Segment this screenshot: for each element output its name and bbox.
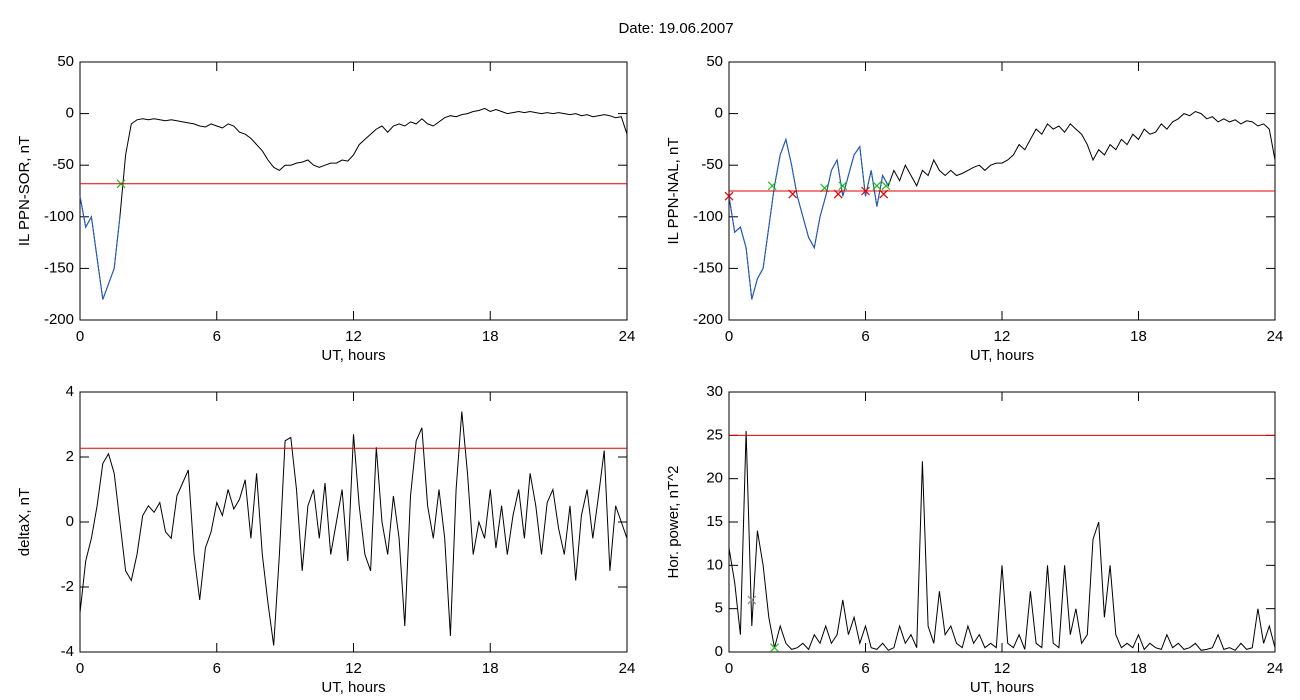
data-line (79, 411, 628, 646)
x-tick-label: 24 (1267, 660, 1284, 677)
x-tick-label: 12 (345, 328, 362, 345)
y-tick-label: -150 (693, 259, 723, 276)
y-tick-label: -100 (693, 208, 723, 225)
x-tick-label: 6 (861, 328, 869, 345)
marker (747, 595, 757, 605)
y-axis-label: Hor. power, nT^2 (665, 466, 682, 579)
x-tick-label: 18 (1130, 660, 1147, 677)
y-tick-label: -4 (61, 643, 74, 660)
x-tick-label: 24 (1267, 328, 1284, 345)
x-tick-label: 0 (725, 660, 733, 677)
marker (724, 191, 734, 201)
y-tick-label: -150 (44, 259, 74, 276)
y-axis-label: deltaX, nT (16, 488, 33, 556)
x-tick-label: 24 (619, 660, 636, 677)
marker (881, 181, 891, 191)
plot-frame (79, 61, 628, 321)
x-tick-label: 18 (482, 328, 499, 345)
plot-frame (728, 391, 1276, 653)
data-line (79, 196, 121, 300)
y-tick-label: 50 (57, 53, 74, 70)
marker (770, 643, 779, 653)
y-tick-label: 20 (706, 470, 723, 487)
y-tick-label: -100 (44, 208, 74, 225)
x-axis-label: UT, hours (970, 679, 1034, 696)
y-tick-label: -200 (693, 311, 723, 328)
y-tick-label: 10 (706, 556, 723, 573)
data-line (728, 110, 1276, 300)
x-tick-label: 6 (213, 328, 221, 345)
y-axis-label: IL PPN-NAL, nT (665, 138, 682, 245)
y-tick-label: -2 (61, 578, 74, 595)
x-tick-label: 18 (482, 660, 499, 677)
x-tick-label: 18 (1130, 328, 1147, 345)
x-tick-label: 12 (994, 660, 1011, 677)
y-tick-label: 0 (66, 105, 74, 122)
y-tick-label: 0 (715, 105, 723, 122)
y-tick-label: 5 (715, 600, 723, 617)
x-tick-label: 6 (861, 660, 869, 677)
x-tick-label: 0 (76, 328, 84, 345)
x-tick-label: 12 (994, 328, 1011, 345)
x-tick-label: 6 (213, 660, 221, 677)
marker (838, 181, 848, 191)
y-tick-label: 25 (706, 426, 723, 443)
y-tick-label: -200 (44, 311, 74, 328)
x-axis-label: UT, hours (321, 347, 385, 364)
y-tick-label: -50 (52, 156, 74, 173)
y-tick-label: -50 (701, 156, 723, 173)
x-tick-label: 24 (619, 328, 636, 345)
data-line (728, 137, 889, 300)
marker (872, 181, 882, 191)
x-axis-label: UT, hours (970, 347, 1034, 364)
x-tick-label: 12 (345, 660, 362, 677)
data-line (79, 107, 628, 300)
y-tick-label: 0 (715, 643, 723, 660)
marker (767, 181, 777, 191)
figure-title: Date: 19.06.2007 (618, 20, 733, 37)
y-tick-label: 30 (706, 383, 723, 400)
y-tick-label: 4 (66, 383, 74, 400)
x-tick-label: 0 (76, 660, 84, 677)
y-tick-label: 15 (706, 513, 723, 530)
x-tick-label: 0 (725, 328, 733, 345)
y-tick-label: 0 (66, 513, 74, 530)
y-tick-label: 2 (66, 448, 74, 465)
data-line (728, 430, 1276, 651)
y-tick-label: 50 (706, 53, 723, 70)
x-axis-label: UT, hours (321, 679, 385, 696)
y-axis-label: IL PPN-SOR, nT (16, 136, 33, 246)
